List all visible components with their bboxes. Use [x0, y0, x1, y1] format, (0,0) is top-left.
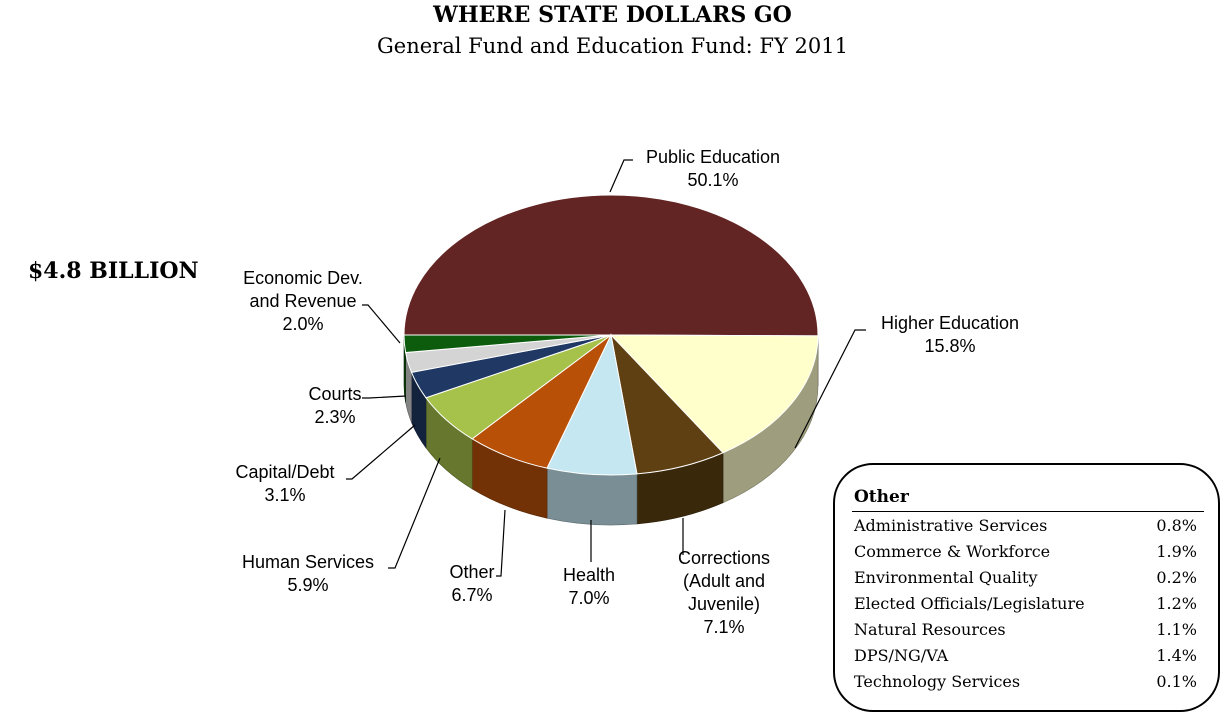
- pie-slice: [609, 334, 819, 454]
- other-row: DPS/NG/VA 1.4%: [854, 643, 1197, 669]
- slice-label: Higher Education 15.8%: [881, 313, 1019, 356]
- other-row: Administrative Services 0.8%: [854, 513, 1197, 539]
- other-row: Commerce & Workforce 1.9%: [854, 539, 1197, 565]
- chart-title: WHERE STATE DOLLARS GO: [433, 2, 792, 28]
- pie-slice: [403, 334, 612, 354]
- other-row: Natural Resources 1.1%: [854, 617, 1197, 643]
- other-row: Technology Services 0.1%: [854, 669, 1197, 695]
- slice-label: Capital/Debt 3.1%: [235, 462, 334, 505]
- slice-label: Other 6.7%: [449, 562, 494, 605]
- slice-label-name: (Adult and: [683, 571, 765, 591]
- slice-label-name: Human Services: [242, 552, 374, 572]
- slice-label-name: Capital/Debt: [235, 462, 334, 482]
- slice-label-value: 7.1%: [703, 617, 744, 637]
- slice-label-value: 2.0%: [282, 314, 323, 334]
- slice-label-name: Courts: [308, 384, 361, 404]
- other-row-value: 1.1%: [1156, 620, 1197, 639]
- slice-label: Health 7.0%: [563, 565, 615, 608]
- slice-label-value: 3.1%: [264, 485, 305, 505]
- total-amount: $4.8 BILLION: [28, 258, 199, 284]
- slice-label-value: 6.7%: [451, 585, 492, 605]
- pie-slice-side: [546, 467, 638, 526]
- slice-label-name: Economic Dev.: [243, 268, 363, 288]
- leader-line: [794, 329, 866, 449]
- pie-leader-lines: [346, 159, 866, 577]
- chart-subtitle: General Fund and Education Fund: FY 2011: [377, 34, 848, 58]
- slice-label-name: Health: [563, 565, 615, 585]
- other-row-name: Environmental Quality: [854, 568, 1038, 587]
- other-row-name: Elected Officials/Legislature: [854, 594, 1085, 613]
- pie-slices: [403, 194, 819, 476]
- slice-label-name: Other: [449, 562, 494, 582]
- slice-label-name: Higher Education: [881, 313, 1019, 333]
- other-breakdown-box: Other Administrative Services 0.8% Comme…: [833, 463, 1220, 712]
- leader-line: [362, 304, 401, 344]
- slice-label-value: 5.9%: [287, 575, 328, 595]
- other-row: Elected Officials/Legislature 1.2%: [854, 591, 1197, 617]
- slice-label-name: Public Education: [646, 147, 780, 167]
- other-row-name: Technology Services: [854, 672, 1021, 691]
- slice-label-name: Corrections: [678, 548, 770, 568]
- pie-slice: [403, 194, 819, 337]
- slice-label-value: 2.3%: [314, 407, 355, 427]
- slice-label-value: 50.1%: [687, 170, 738, 190]
- slice-label: Corrections (Adult and Juvenile) 7.1%: [678, 548, 770, 637]
- leader-line: [496, 509, 506, 577]
- other-row-value: 1.2%: [1156, 594, 1197, 613]
- other-row-value: 0.1%: [1156, 672, 1197, 691]
- pie-labels: Public Education 50.1% Higher Education 15.…: [235, 147, 1019, 637]
- other-row-value: 1.4%: [1156, 646, 1197, 665]
- leader-line: [346, 424, 416, 480]
- other-box-rows: Administrative Services 0.8% Commerce & …: [854, 513, 1197, 695]
- other-row-name: Natural Resources: [854, 620, 1006, 639]
- other-row-name: Administrative Services: [854, 516, 1048, 535]
- slice-label: Public Education 50.1%: [646, 147, 780, 190]
- pie-side-walls: [403, 334, 819, 526]
- slice-label: Economic Dev. and Revenue 2.0%: [243, 268, 363, 334]
- other-row-value: 0.2%: [1156, 568, 1197, 587]
- slice-label-value: 7.0%: [568, 588, 609, 608]
- other-row-name: DPS/NG/VA: [854, 646, 949, 665]
- other-box-divider: [852, 511, 1204, 512]
- leader-line: [362, 395, 407, 399]
- slice-label-value: 15.8%: [924, 336, 975, 356]
- slice-label: Human Services 5.9%: [242, 552, 374, 595]
- leader-line: [609, 159, 633, 193]
- slice-label: Courts 2.3%: [308, 384, 361, 427]
- slice-label-name: and Revenue: [249, 291, 356, 311]
- other-box-title: Other: [854, 487, 909, 507]
- other-row-name: Commerce & Workforce: [854, 542, 1051, 561]
- other-row-value: 0.8%: [1156, 516, 1197, 535]
- other-row: Environmental Quality 0.2%: [854, 565, 1197, 591]
- leader-line: [388, 457, 441, 569]
- slice-label-name: Juvenile): [688, 594, 760, 614]
- other-row-value: 1.9%: [1156, 542, 1197, 561]
